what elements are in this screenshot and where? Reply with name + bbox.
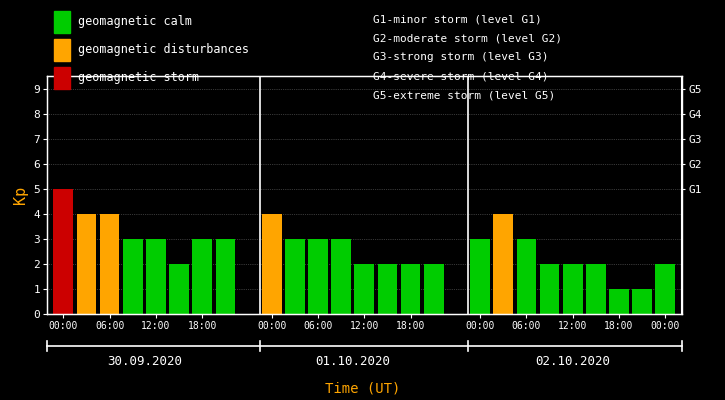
Bar [539, 264, 560, 314]
Bar [285, 239, 304, 314]
Text: geomagnetic disturbances: geomagnetic disturbances [78, 44, 249, 56]
Text: 02.10.2020: 02.10.2020 [535, 355, 610, 368]
Bar [563, 264, 582, 314]
Bar [77, 214, 96, 314]
Text: G1-minor storm (level G1): G1-minor storm (level G1) [373, 14, 542, 24]
Text: G3-strong storm (level G3): G3-strong storm (level G3) [373, 52, 549, 62]
Text: 01.10.2020: 01.10.2020 [315, 355, 390, 368]
Bar [54, 189, 73, 314]
Bar [632, 289, 652, 314]
Text: G2-moderate storm (level G2): G2-moderate storm (level G2) [373, 33, 563, 43]
Bar [123, 239, 143, 314]
Bar [262, 214, 281, 314]
Bar [331, 239, 351, 314]
Bar [424, 264, 444, 314]
Bar [378, 264, 397, 314]
Bar [655, 264, 675, 314]
Text: G5-extreme storm (level G5): G5-extreme storm (level G5) [373, 91, 555, 101]
Bar [308, 239, 328, 314]
Bar [401, 264, 420, 314]
Bar [494, 214, 513, 314]
Bar [169, 264, 189, 314]
Bar [215, 239, 235, 314]
Y-axis label: Kp: Kp [13, 186, 28, 204]
Text: geomagnetic calm: geomagnetic calm [78, 16, 191, 28]
Text: 30.09.2020: 30.09.2020 [107, 355, 182, 368]
Text: geomagnetic storm: geomagnetic storm [78, 72, 199, 84]
Bar [516, 239, 536, 314]
Bar [586, 264, 605, 314]
Bar [100, 214, 120, 314]
Text: Time (UT): Time (UT) [325, 382, 400, 396]
Bar [192, 239, 212, 314]
Bar [609, 289, 629, 314]
Bar [146, 239, 166, 314]
Bar [471, 239, 490, 314]
Bar [355, 264, 374, 314]
Text: G4-severe storm (level G4): G4-severe storm (level G4) [373, 72, 549, 82]
